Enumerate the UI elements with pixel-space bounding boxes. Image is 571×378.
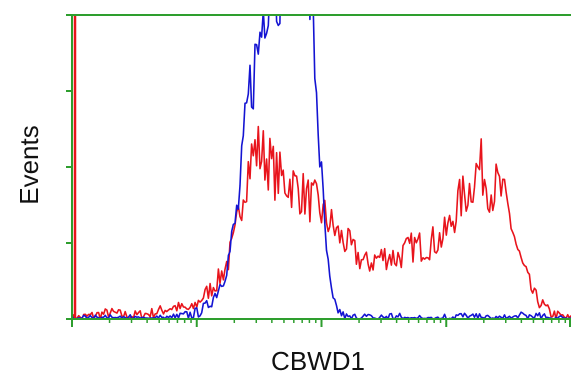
series-line-1 [72,15,571,319]
x-axis-label: CBWD1 [271,346,365,376]
y-axis-label: Events [14,125,44,205]
y-axis-ticks [66,14,72,320]
series-layer [72,15,571,319]
series-line-0 [72,125,571,319]
x-axis-ticks [71,319,571,327]
